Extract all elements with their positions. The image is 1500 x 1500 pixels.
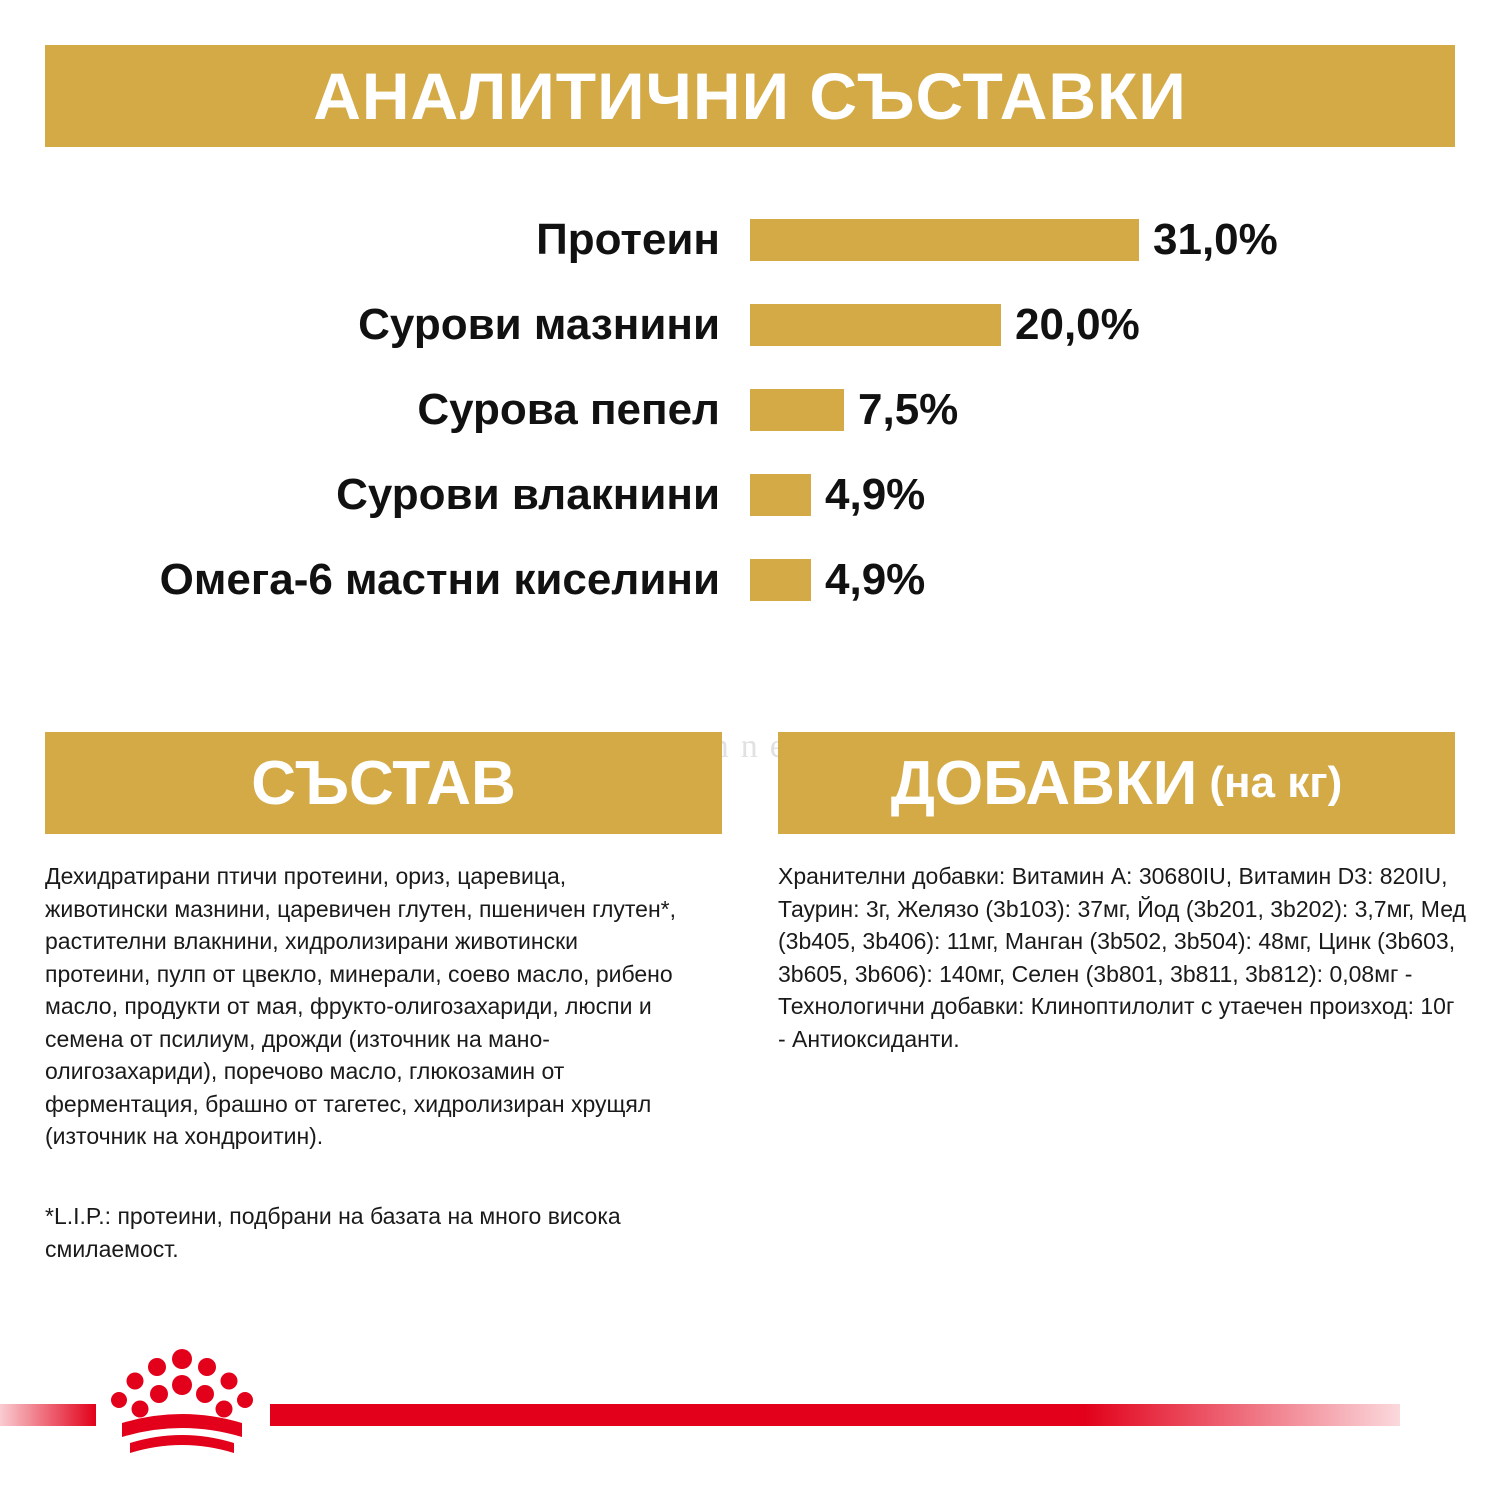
chart-value-label: 20,0%: [1015, 300, 1140, 349]
footer-red-line-right: [270, 1404, 1400, 1426]
footer-red-line-left: [0, 1404, 96, 1426]
additives-text: Хранителни добавки: Витамин A: 30680IU, …: [778, 863, 1466, 1052]
chart-category-label: Сурови мазнини: [358, 300, 720, 349]
chart-bar: [750, 474, 811, 516]
chart-value-label: 4,9%: [825, 555, 926, 604]
analytical-constituents-banner: АНАЛИТИЧНИ СЪСТАВКИ: [45, 45, 1455, 147]
composition-footnote: *L.I.P.: протеини, подбрани на базата на…: [45, 1203, 621, 1262]
composition-title: СЪСТАВ: [251, 748, 516, 818]
chart-bar: [750, 219, 1139, 261]
chart-value-label: 7,5%: [858, 385, 959, 434]
royal-canin-crown-logo-icon: [111, 1349, 253, 1453]
composition-banner: СЪСТАВ: [45, 732, 722, 834]
chart-category-label: Протеин: [536, 215, 720, 264]
chart-category-label: Сурови влакнини: [336, 470, 720, 519]
chart-bar: [750, 559, 811, 601]
additives-title: ДОБАВКИ: [890, 748, 1198, 818]
chart-bar: [750, 389, 844, 431]
chart-category-label: Сурова пепел: [417, 385, 720, 434]
chart-value-label: 31,0%: [1153, 215, 1278, 264]
chart-row: Омега-6 мастни киселини 4,9%: [0, 550, 1500, 610]
chart-row: Сурови влакнини 4,9%: [0, 465, 1500, 525]
chart-row: Протеин 31,0%: [0, 210, 1500, 270]
additives-banner: ДОБАВКИ (на кг): [778, 732, 1455, 834]
analytical-constituents-title: АНАЛИТИЧНИ СЪСТАВКИ: [313, 59, 1187, 133]
chart-category-label: Омега-6 мастни киселини: [159, 555, 720, 604]
additives-title-suffix: (на кг): [1209, 758, 1343, 807]
chart-row: Сурови мазнини 20,0%: [0, 295, 1500, 355]
composition-text: Дехидратирани птичи протеини, ориз, царе…: [45, 863, 676, 1149]
chart-value-label: 4,9%: [825, 470, 926, 519]
chart-row: Сурова пепел 7,5%: [0, 380, 1500, 440]
chart-bar: [750, 304, 1001, 346]
